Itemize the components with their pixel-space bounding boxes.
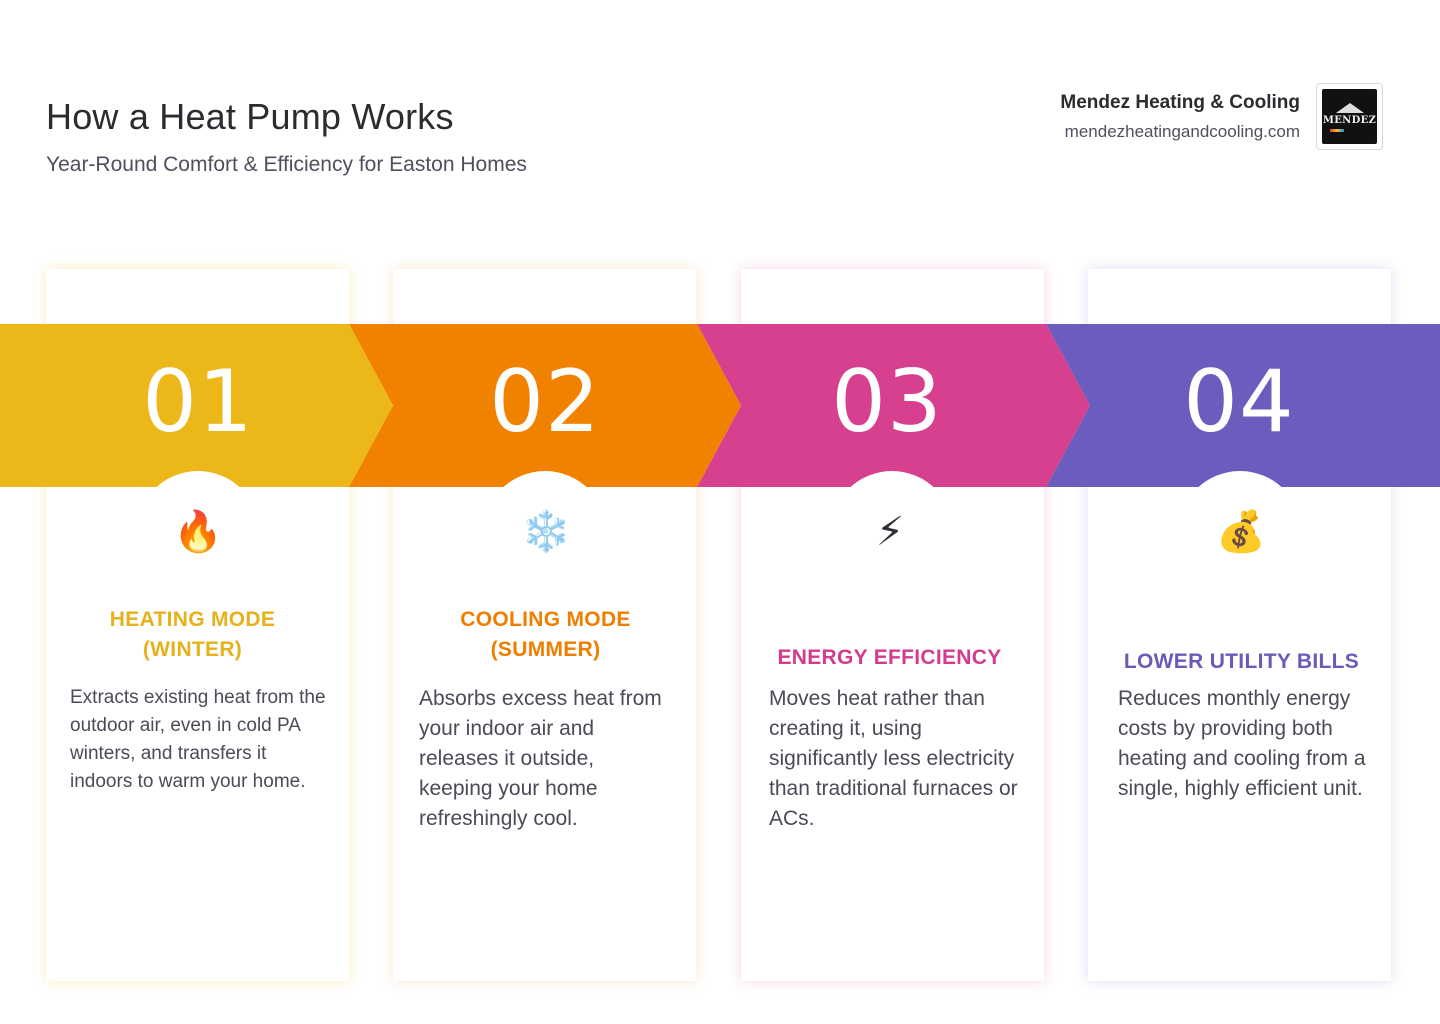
step-title-2-line2: (SUMMER) — [490, 638, 601, 661]
step-number-4: 04 — [1183, 352, 1295, 452]
step-title-2-line1: COOLING MODE — [460, 608, 631, 631]
step-text-4: Reduces monthly energy costs by providin… — [1118, 687, 1366, 800]
step-title-3-line1: ENERGY EFFICIENCY — [777, 646, 1002, 669]
snowflake-icon: ❄️ — [521, 510, 571, 554]
company-logo: MENDEZ — [1316, 83, 1383, 150]
step-title-2: COOLING MODE (SUMMER) — [394, 605, 697, 665]
step-title-1-line1: HEATING MODE — [109, 608, 276, 631]
step-text-1: Extracts existing heat from the outdoor … — [70, 687, 326, 792]
step-title-4: LOWER UTILITY BILLS — [1090, 647, 1393, 677]
logo-roof-icon — [1336, 103, 1364, 113]
step-title-1-line2: (WINTER) — [142, 638, 243, 661]
icon-circle-4 — [1178, 471, 1302, 595]
step-number-1: 01 — [142, 352, 254, 452]
lightning-icon: ⚡ — [875, 510, 905, 554]
logo-text: MENDEZ — [1322, 115, 1377, 126]
icon-circle-2 — [483, 471, 607, 595]
fire-icon: 🔥 — [173, 510, 223, 554]
icon-circle-3 — [830, 471, 954, 595]
brand-url[interactable]: mendezheatingandcooling.com — [1064, 122, 1300, 141]
logo-color-bar — [1330, 129, 1344, 132]
step-text-3: Moves heat rather than creating it, usin… — [769, 687, 1018, 830]
icon-circle-1 — [136, 471, 260, 595]
step-text-2: Absorbs excess heat from your indoor air… — [419, 687, 662, 830]
page-title: How a Heat Pump Works — [46, 96, 454, 137]
money-bag-icon: 💰 — [1216, 510, 1266, 554]
brand-block: Mendez Heating & Cooling mendezheatingan… — [1060, 92, 1300, 142]
step-title-4-line1: LOWER UTILITY BILLS — [1123, 650, 1360, 673]
step-title-1: HEATING MODE (WINTER) — [41, 605, 344, 665]
step-number-3: 03 — [831, 352, 943, 452]
step-title-3: ENERGY EFFICIENCY — [738, 643, 1041, 673]
brand-name: Mendez Heating & Cooling — [1060, 92, 1300, 113]
page-subtitle: Year-Round Comfort & Efficiency for East… — [46, 153, 527, 176]
logo-mark: MENDEZ — [1322, 89, 1377, 144]
step-number-2: 02 — [489, 352, 601, 452]
